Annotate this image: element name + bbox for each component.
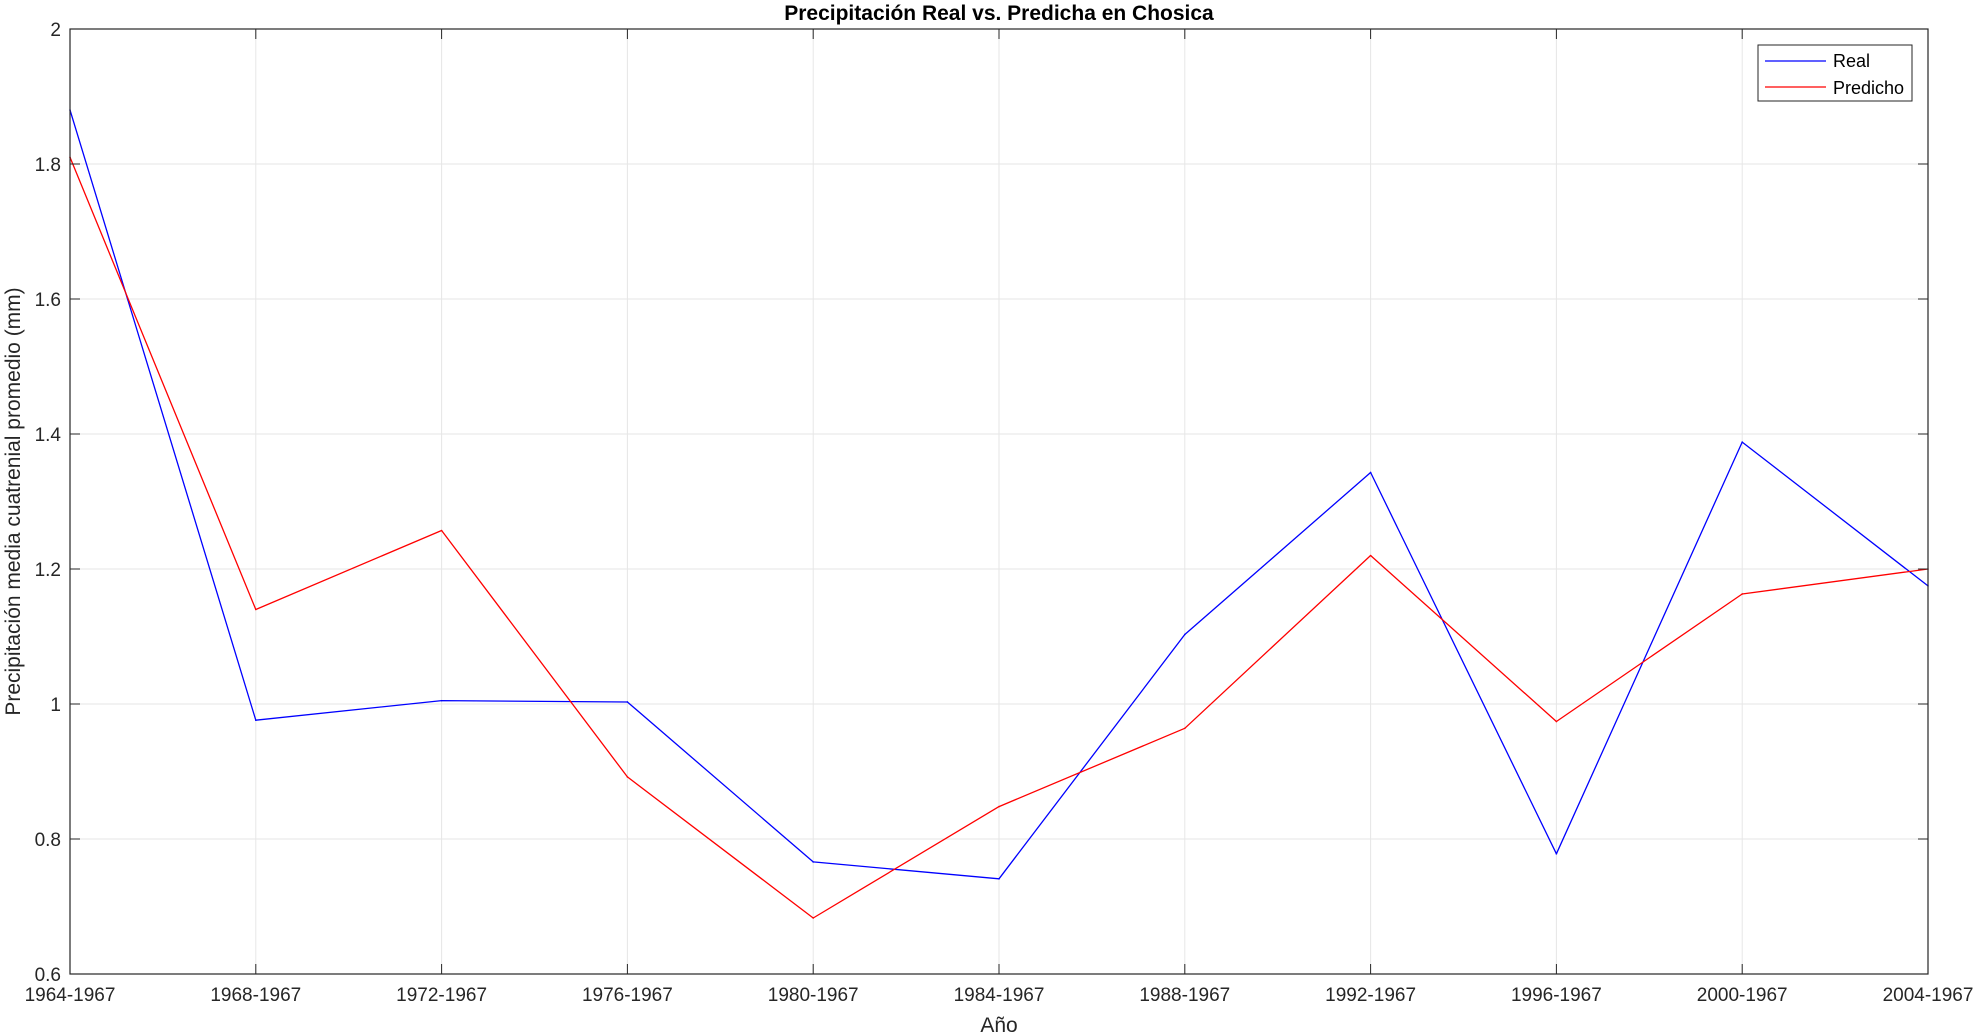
x-tick-label: 1968-1967 [210,985,301,1006]
data-point-real [812,861,814,863]
data-point-predicho [440,529,443,532]
x-tick-label: 1972-1967 [396,985,487,1006]
x-tick-label: 1996-1967 [1511,985,1602,1006]
x-tick-label: 2004-1967 [1883,985,1974,1006]
y-tick-label: 1.2 [35,560,61,581]
y-tick-label: 1.6 [35,290,61,311]
data-point-real [1555,853,1558,855]
x-tick-label: 1992-1967 [1325,985,1416,1006]
tick-labels: 1964-1967 1968-1967 1972-1967 1976-1967 1980… [25,20,1974,1006]
data-point-predicho [812,917,814,919]
data-point-predicho [1369,554,1372,557]
x-axis-label: Año [980,1014,1017,1036]
y-tick-label: 1.4 [35,425,62,446]
x-tick-label: 1988-1967 [1139,985,1230,1006]
data-point-predicho [1184,727,1186,730]
data-point-real [440,699,443,702]
y-tick-label: 0.6 [35,965,61,986]
legend-label-predicho: Predicho [1833,78,1904,98]
x-tick-label: 1964-1967 [25,985,116,1006]
data-point-predicho [998,805,1000,808]
x-tick-label: 1976-1967 [582,985,673,1006]
y-tick-label: 1.8 [35,155,61,176]
data-point-predicho [255,608,257,611]
data-point-predicho [1741,593,1743,595]
series-lines [69,109,1929,919]
legend-box [1757,44,1913,102]
data-point-real [1184,633,1186,636]
data-point-real [1369,471,1372,474]
data-point-real [626,701,629,703]
chart-title: Precipitación Real vs. Predicha en Chosi… [784,2,1214,25]
data-point-real [1741,441,1743,443]
x-tick-label: 2000-1967 [1697,985,1788,1006]
y-tick-label: 0.8 [35,830,61,851]
data-point-real [255,719,257,721]
x-tick-label: 1980-1967 [768,985,859,1006]
y-tick-label: 1 [50,695,61,716]
ticks [69,28,1929,975]
y-axis-label: Precipitación media cuatrenial promedio … [2,287,25,715]
data-point-predicho [1555,720,1558,723]
legend-label-real: Real [1833,51,1870,71]
data-point-real [998,878,1000,880]
data-point-predicho [626,776,629,778]
x-tick-label: 1984-1967 [954,985,1045,1006]
legend: Real Predicho [1757,44,1913,102]
y-tick-label: 2 [50,20,61,41]
